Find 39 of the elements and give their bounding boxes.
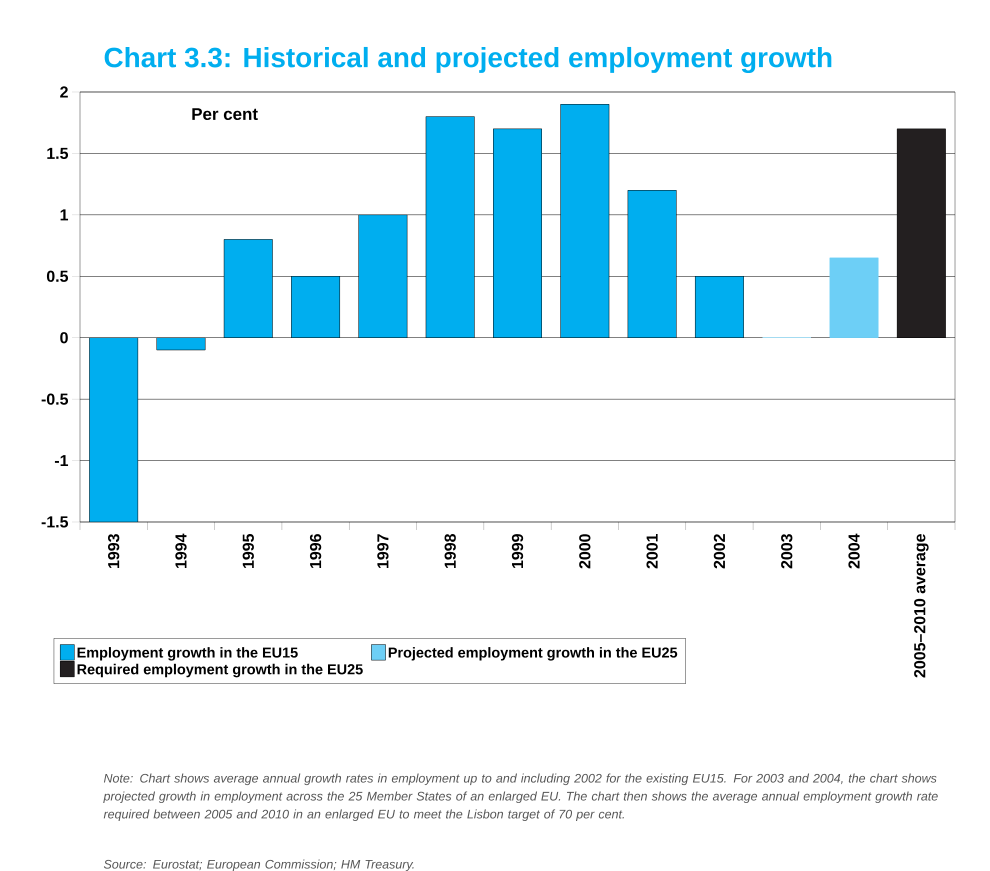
x-tick-label: 1993 [108,534,120,568]
source-note: Source: Eurostat; European Commission; HM Treasury. [104,860,414,871]
bar [224,239,273,338]
bar [628,190,677,338]
y-tick-label: -1.5 [42,516,68,528]
y-tick-label: 2 [60,86,68,98]
y-tick-label: 1.5 [47,148,68,159]
y-tick-label: -0.5 [42,394,68,405]
bar [493,128,542,338]
text: Note: Chart shows average annual growth rates in employment up to and including 2002 for the existing EU15. For 2003 and 2004, the chart shows projected growth in employment across the 25 Member States of an enlarged EU. The chart then shows the average annual employment growth rate required between 2005 and 2010 in an enlarged EU to meet the Lisbon target of 70 per cent. [103,774,938,821]
legend-label: Projected employment growth in the EU25 [388,647,678,661]
bar [830,258,879,338]
x-tick-label: 1995 [242,534,254,568]
chart-title: Chart 3.3: Historical and projected employment growth [104,46,832,74]
legend-label: Employment growth in the EU15 [78,647,298,661]
y-tick-label: 0.5 [46,270,68,282]
x-tick-label: 2003 [781,534,792,568]
bar [694,276,744,338]
bar [156,337,206,350]
x-tick-label: 2005–2010 average [914,534,929,678]
bar [560,104,610,338]
bar [358,214,408,338]
x-tick-label: 1994 [175,534,187,568]
x-tick-label: 1998 [444,534,456,568]
y-tick-label: -1 [54,455,68,466]
x-tick-label: 2002 [714,534,726,568]
x-tick-label: 2004 [848,534,860,568]
bar [426,116,475,338]
x-tick-label: 2000 [579,534,590,568]
y-tick-label: 0 [60,332,68,344]
x-tick-label: 1997 [377,534,389,568]
x-tick-label: 2001 [646,534,658,568]
bar [896,128,946,338]
legend-label: Required employment growth in the EU25 [78,664,363,678]
y-tick-label: 1 [60,209,68,220]
x-tick-label: 1999 [512,534,524,568]
bar [291,276,340,338]
y-axis-title: Per cent [192,108,258,120]
x-tick-label: 1996 [310,534,322,568]
